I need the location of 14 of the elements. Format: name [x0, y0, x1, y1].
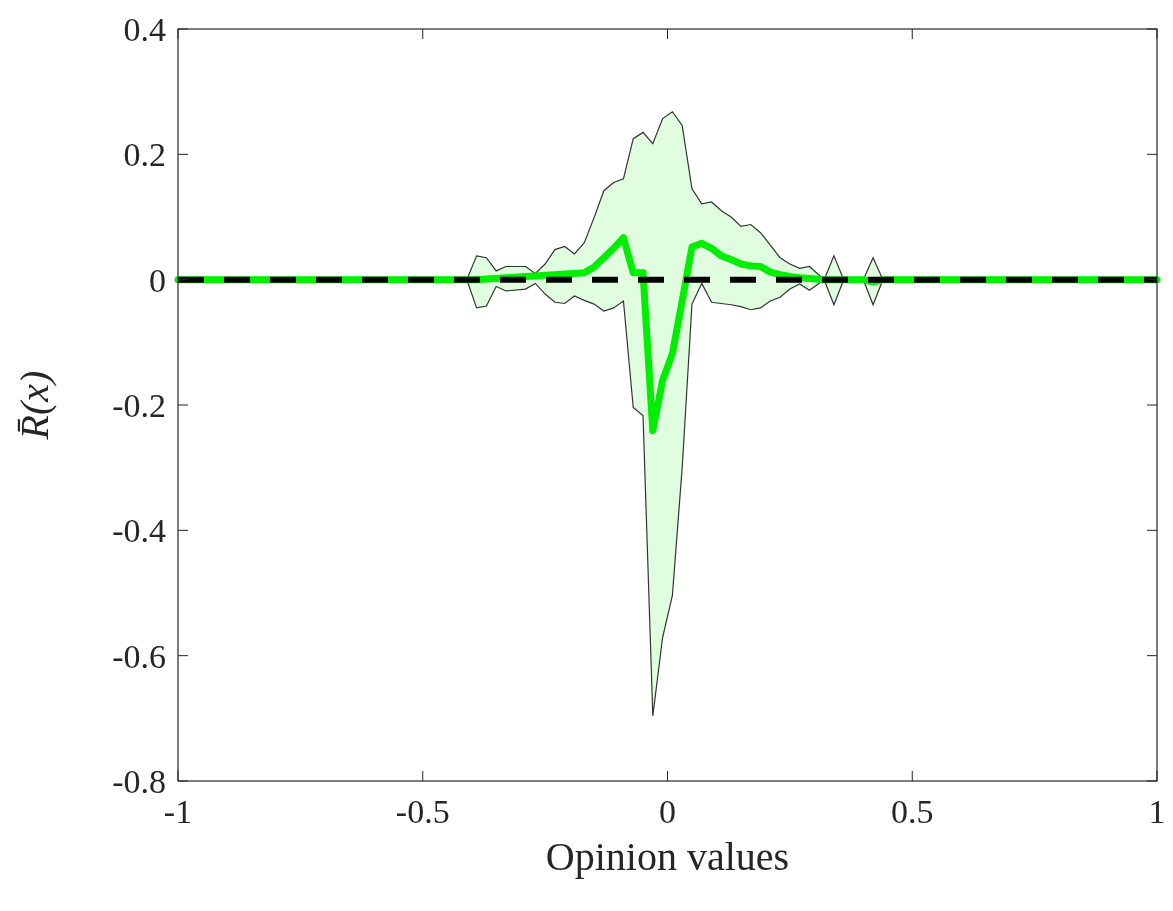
x-tick-label: 0: [659, 793, 676, 830]
y-tick-label: 0.4: [123, 10, 166, 48]
x-tick-label: -0.5: [395, 793, 450, 830]
y-tick-label: -0.8: [112, 762, 166, 800]
x-tick-label: -1: [163, 793, 193, 830]
y-tick-label: -0.4: [112, 512, 166, 550]
y-tick-label: 0.2: [123, 136, 166, 174]
y-tick-label: -0.2: [112, 386, 166, 424]
y-tick-label: -0.6: [112, 637, 166, 675]
x-axis-title: Opinion values: [545, 834, 790, 879]
x-tick-label: 0.5: [891, 793, 934, 830]
y-axis-title: R̄(x): [12, 370, 57, 441]
x-tick-label: 1: [1148, 793, 1166, 830]
y-tick-label: 0: [149, 261, 166, 299]
